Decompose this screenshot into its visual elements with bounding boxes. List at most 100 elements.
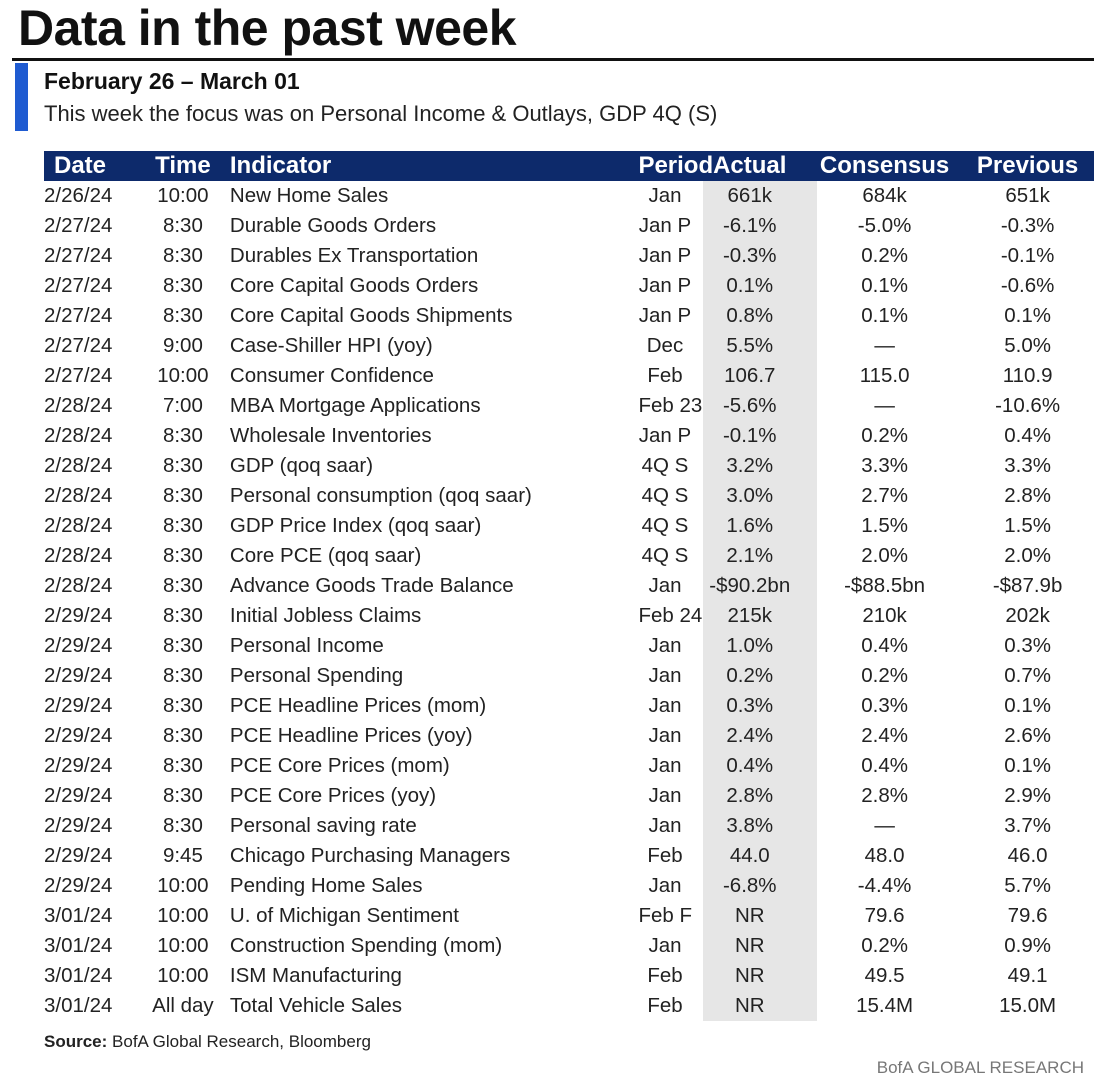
cell-period: Jan — [648, 754, 682, 777]
cell-consensus: -4.4% — [857, 874, 912, 897]
cell-period: Feb — [647, 964, 683, 987]
cell-time: 10:00 — [157, 874, 209, 897]
cell-period: Jan — [648, 694, 682, 717]
table-row: 2/28/24 8:30 GDP (qoq saar) 4Q S 3.2% 3.3% 3.3… — [44, 451, 1094, 481]
cell-indicator: Durable Goods Orders — [229, 214, 437, 237]
cell-period: 4Q S — [641, 514, 689, 537]
cell-previous: 1.5% — [1004, 514, 1051, 537]
cell-period: Jan P — [638, 274, 692, 297]
source-note: Source: BofA Global Research, Bloomberg — [44, 1032, 371, 1052]
cell-indicator: Advance Goods Trade Balance — [229, 574, 514, 597]
cell-previous: 651k — [1005, 184, 1050, 207]
cell-previous: 0.9% — [1004, 934, 1051, 957]
cell-previous: -$87.9b — [992, 574, 1063, 597]
cell-previous: 3.3% — [1004, 454, 1051, 477]
cell-indicator: Core Capital Goods Orders — [229, 274, 479, 297]
table-row: 3/01/24 10:00 ISM Manufacturing Feb NR 49.5 49… — [44, 961, 1094, 991]
cell-consensus: — — [874, 334, 895, 357]
cell-consensus: 2.4% — [861, 724, 908, 747]
cell-indicator: Construction Spending (mom) — [229, 934, 503, 957]
cell-previous: 5.7% — [1004, 874, 1051, 897]
cell-previous: 0.1% — [1004, 754, 1051, 777]
cell-indicator: Wholesale Inventories — [229, 424, 432, 447]
cell-time: 8:30 — [162, 754, 203, 777]
cell-indicator: ISM Manufacturing — [229, 964, 402, 987]
cell-indicator: Initial Jobless Claims — [229, 604, 422, 627]
cell-period: Jan — [648, 874, 682, 897]
cell-date: 2/29/24 — [44, 844, 113, 867]
data-table-container: Date Time Indicator Period Actual Consen… — [44, 151, 1094, 1021]
header-date: Date — [44, 151, 136, 181]
cell-date: 2/28/24 — [44, 514, 113, 537]
table-row: 2/27/24 10:00 Consumer Confidence Feb 106.7 1… — [44, 361, 1094, 391]
cell-time: 8:30 — [162, 244, 203, 267]
table-row: 2/28/24 8:30 Personal consumption (qoq saa… — [44, 481, 1094, 511]
cell-time: 8:30 — [162, 454, 203, 477]
cell-date: 2/27/24 — [44, 304, 113, 327]
cell-date: 3/01/24 — [44, 904, 113, 927]
table-header-row: Date Time Indicator Period Actual Consen… — [44, 151, 1094, 181]
cell-time: 8:30 — [162, 484, 203, 507]
cell-previous: 2.8% — [1004, 484, 1051, 507]
cell-time: 8:30 — [162, 814, 203, 837]
cell-indicator: New Home Sales — [229, 184, 389, 207]
cell-actual: 2.8% — [726, 784, 774, 807]
cell-previous: -0.1% — [1000, 244, 1055, 267]
cell-date: 2/27/24 — [44, 364, 113, 387]
cell-indicator: Core Capital Goods Shipments — [229, 304, 513, 327]
cell-consensus: 2.0% — [861, 544, 908, 567]
cell-period: 4Q S — [641, 484, 689, 507]
economic-data-table: Date Time Indicator Period Actual Consen… — [44, 151, 1094, 1021]
cell-actual: 3.0% — [726, 484, 774, 507]
cell-actual: 661k — [727, 184, 772, 207]
header-consensus: Consensus — [807, 151, 962, 181]
cell-actual: NR — [734, 934, 765, 957]
table-row: 3/01/24 10:00 Construction Spending (mom) J… — [44, 931, 1094, 961]
cell-indicator: U. of Michigan Sentiment — [229, 904, 459, 927]
cell-actual: -0.1% — [722, 424, 777, 447]
date-range: February 26 – March 01 — [44, 68, 300, 94]
cell-period: Jan P — [638, 214, 692, 237]
cell-date: 2/29/24 — [44, 694, 113, 717]
cell-indicator: PCE Core Prices (yoy) — [229, 784, 437, 807]
cell-date: 2/27/24 — [44, 214, 113, 237]
cell-period: Jan P — [638, 244, 692, 267]
cell-time: 9:45 — [162, 844, 203, 867]
cell-period: Jan — [648, 724, 682, 747]
table-row: 3/01/24 All day Total Vehicle Sales Feb NR 15… — [44, 991, 1094, 1021]
table-row: 2/28/24 8:30 Wholesale Inventories Jan P -0.… — [44, 421, 1094, 451]
cell-period: Dec — [646, 334, 684, 357]
cell-actual: 3.2% — [726, 454, 774, 477]
cell-consensus: 2.8% — [861, 784, 908, 807]
cell-date: 2/29/24 — [44, 784, 113, 807]
table-row: 2/29/24 8:30 Personal Income Jan 1.0% 0.4% 0.3… — [44, 631, 1094, 661]
table-row: 2/27/24 8:30 Durables Ex Transportation Jan… — [44, 241, 1094, 271]
cell-date: 2/28/24 — [44, 574, 113, 597]
cell-previous: 2.9% — [1004, 784, 1051, 807]
cell-time: 8:30 — [162, 574, 203, 597]
cell-period: Feb F — [638, 904, 692, 927]
cell-indicator: PCE Headline Prices (mom) — [229, 694, 487, 717]
table-row: 2/29/24 8:30 Personal Spending Jan 0.2% 0.2% 0… — [44, 661, 1094, 691]
cell-actual: NR — [734, 964, 765, 987]
cell-consensus: 0.3% — [861, 694, 908, 717]
cell-time: 8:30 — [162, 274, 203, 297]
cell-actual: -5.6% — [722, 394, 777, 417]
cell-indicator: Consumer Confidence — [229, 364, 434, 387]
cell-actual: NR — [734, 994, 765, 1017]
cell-consensus: 210k — [862, 604, 907, 627]
header-actual: Actual — [691, 151, 808, 181]
cell-consensus: 2.7% — [861, 484, 908, 507]
cell-previous: 15.0M — [999, 994, 1057, 1017]
table-row: 2/29/24 10:00 Pending Home Sales Jan -6.8% -4… — [44, 871, 1094, 901]
cell-consensus: -$88.5bn — [844, 574, 926, 597]
cell-previous: 0.1% — [1004, 694, 1051, 717]
cell-time: 8:30 — [162, 424, 203, 447]
cell-date: 2/29/24 — [44, 634, 113, 657]
cell-consensus: 115.0 — [859, 364, 910, 387]
cell-consensus: 48.0 — [864, 844, 905, 867]
cell-date: 2/28/24 — [44, 454, 113, 477]
page-title: Data in the past week — [18, 0, 517, 56]
table-row: 2/29/24 8:30 PCE Core Prices (yoy) Jan 2.8% 2… — [44, 781, 1094, 811]
header-period: Period — [638, 151, 714, 181]
